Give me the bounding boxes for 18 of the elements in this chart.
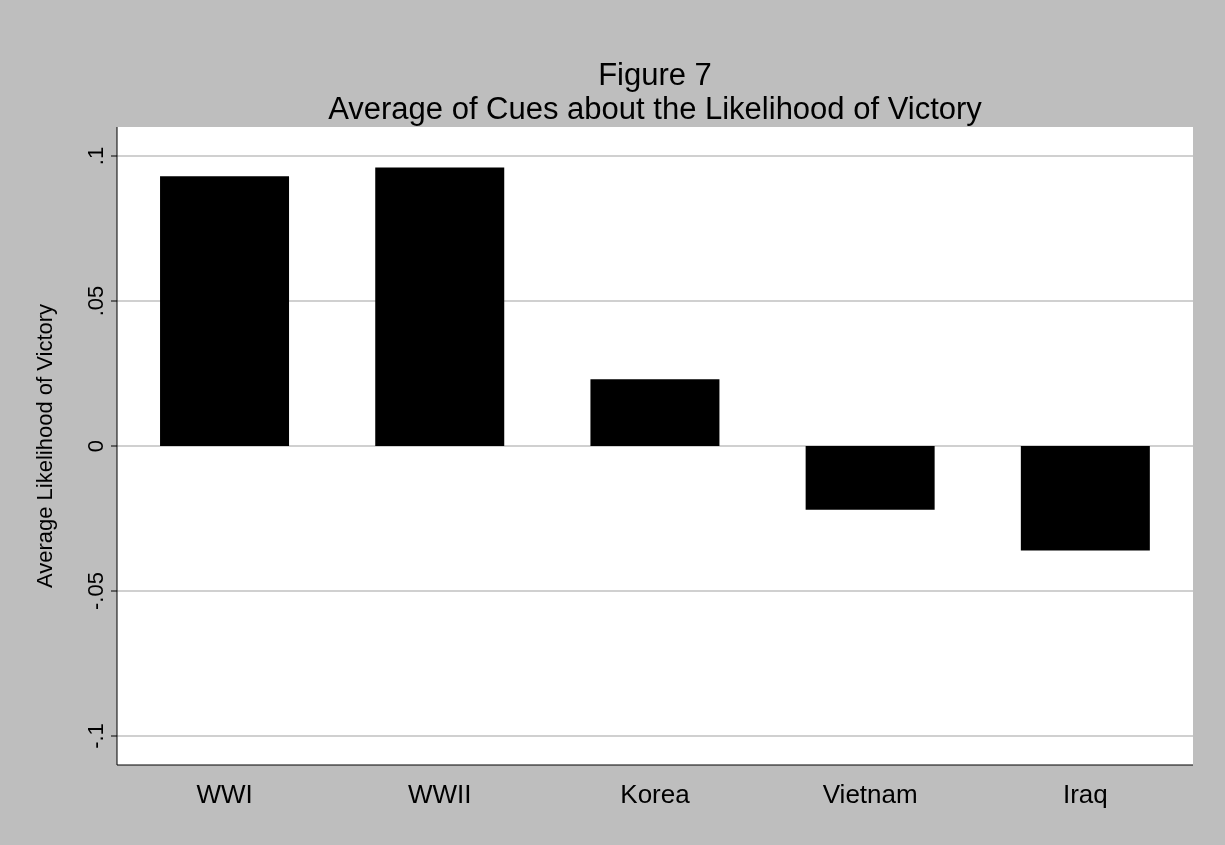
chart-title: Figure 7: [597, 57, 713, 92]
y-tick-label: .05: [82, 285, 108, 317]
bar: [375, 167, 505, 446]
y-tick-label: .1: [82, 146, 108, 166]
y-axis-title: Average Likelihood of Victory: [32, 303, 58, 589]
x-tick-label: Iraq: [1062, 779, 1108, 810]
x-tick-label: WWII: [408, 779, 472, 810]
x-tick-label: Vietnam: [822, 779, 918, 810]
x-tick-label: Korea: [620, 779, 691, 810]
y-tick-label: 0: [82, 439, 108, 453]
bar: [1020, 446, 1150, 551]
bar: [590, 379, 720, 446]
bar: [805, 446, 935, 510]
y-tick-label: -.05: [82, 572, 108, 610]
x-tick-label: WWI: [196, 779, 253, 810]
y-tick-label: -.1: [82, 723, 108, 749]
chart-subtitle: Average of Cues about the Likelihood of Victory: [327, 91, 983, 126]
bar: [160, 176, 290, 446]
